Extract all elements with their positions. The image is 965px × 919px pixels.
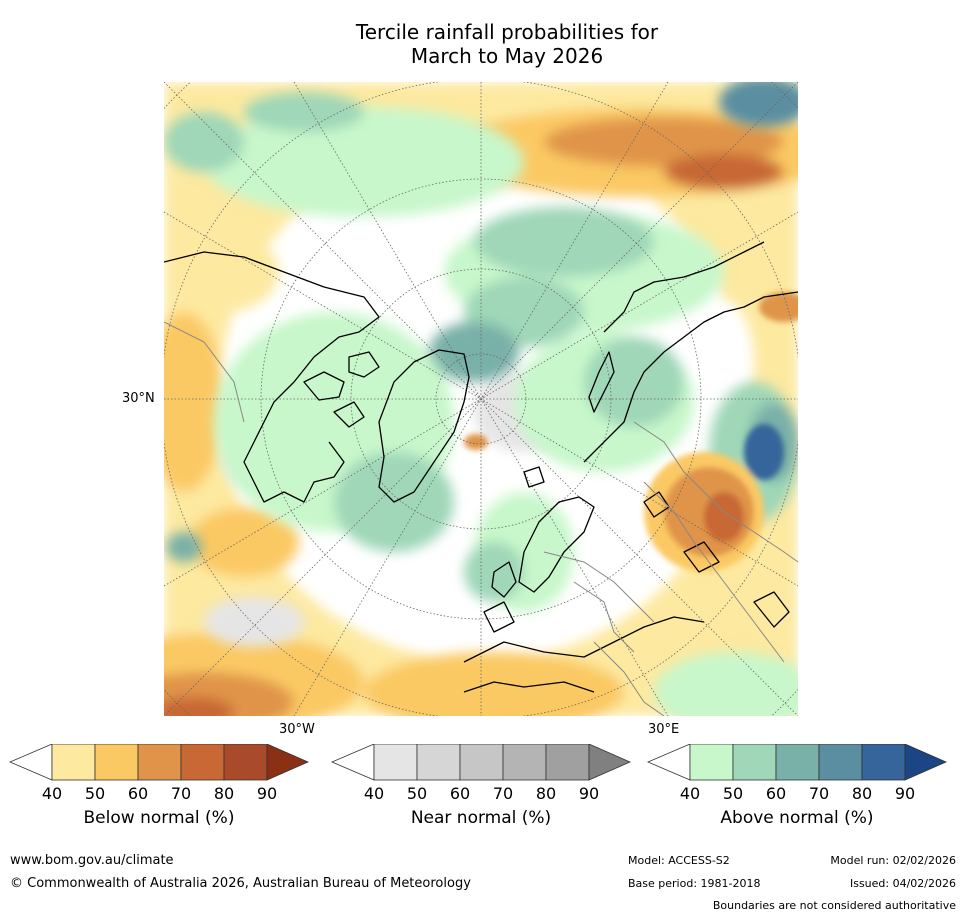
map-graphic bbox=[164, 82, 798, 716]
near-tick-40: 40 bbox=[363, 784, 385, 803]
colorbar-below-normal-graphic bbox=[9, 744, 309, 781]
map-title: Tercile rainfall probabilities for March… bbox=[0, 20, 965, 68]
below-tick-50: 50 bbox=[84, 784, 106, 803]
near-swatch-50 bbox=[416, 744, 461, 781]
above-tick-90: 90 bbox=[894, 784, 916, 803]
below-swatch-70 bbox=[180, 744, 225, 781]
below-normal-label: Below normal (%) bbox=[83, 808, 235, 828]
colorbar-below-normal: 40 50 60 70 80 90 Below normal (%) bbox=[9, 744, 309, 854]
near-tick-50: 50 bbox=[406, 784, 428, 803]
above-swatch-60 bbox=[775, 744, 820, 781]
colorbar-above-normal: 40 50 60 70 80 90 Above normal (%) bbox=[647, 744, 947, 854]
below-tick-60: 60 bbox=[127, 784, 149, 803]
below-swatch-high bbox=[266, 744, 309, 781]
below-swatch-60 bbox=[137, 744, 182, 781]
near-tick-70: 70 bbox=[492, 784, 514, 803]
near-tick-60: 60 bbox=[449, 784, 471, 803]
base-period: Base period: 1981-2018 bbox=[628, 877, 761, 890]
probability-map bbox=[164, 82, 798, 716]
colorbar-near-normal: 40 50 60 70 80 90 Near normal (%) bbox=[331, 744, 631, 854]
above-swatch-80 bbox=[861, 744, 906, 781]
near-swatch-80 bbox=[545, 744, 590, 781]
colorbar-above-normal-graphic bbox=[647, 744, 947, 781]
above-tick-40: 40 bbox=[679, 784, 701, 803]
model-name: Model: ACCESS-S2 bbox=[628, 854, 730, 867]
graticule bbox=[164, 82, 798, 716]
above-swatch-low bbox=[647, 744, 691, 781]
above-tick-50: 50 bbox=[722, 784, 744, 803]
above-tick-60: 60 bbox=[765, 784, 787, 803]
near-swatch-40 bbox=[373, 744, 418, 781]
lon-label-30w: 30°W bbox=[279, 722, 315, 737]
below-swatch-low bbox=[9, 744, 53, 781]
website-link[interactable]: www.bom.gov.au/climate bbox=[10, 853, 174, 868]
lon-label-30e: 30°E bbox=[648, 722, 680, 737]
above-tick-70: 70 bbox=[808, 784, 830, 803]
near-tick-80: 80 bbox=[535, 784, 557, 803]
above-tick-80: 80 bbox=[851, 784, 873, 803]
near-tick-90: 90 bbox=[578, 784, 600, 803]
below-swatch-40 bbox=[51, 744, 96, 781]
near-swatch-70 bbox=[502, 744, 547, 781]
title-line-2: March to May 2026 bbox=[410, 44, 604, 68]
country-boundaries bbox=[164, 321, 798, 716]
below-tick-70: 70 bbox=[170, 784, 192, 803]
colorbar-near-normal-graphic bbox=[331, 744, 631, 781]
coastlines bbox=[164, 241, 798, 693]
above-swatch-50 bbox=[732, 744, 777, 781]
model-run-date: Model run: 02/02/2026 bbox=[830, 854, 956, 867]
below-tick-90: 90 bbox=[256, 784, 278, 803]
below-swatch-80 bbox=[223, 744, 268, 781]
near-swatch-60 bbox=[459, 744, 504, 781]
title-line-1: Tercile rainfall probabilities for bbox=[355, 20, 659, 44]
above-normal-label: Above normal (%) bbox=[720, 808, 874, 828]
below-normal-core bbox=[464, 292, 798, 572]
issued-date: Issued: 04/02/2026 bbox=[849, 877, 956, 890]
above-swatch-40 bbox=[689, 744, 734, 781]
copyright-text: © Commonwealth of Australia 2026, Austra… bbox=[10, 876, 471, 891]
above-swatch-70 bbox=[818, 744, 863, 781]
above-swatch-high bbox=[904, 744, 947, 781]
near-swatch-low bbox=[331, 744, 375, 781]
near-swatch-high bbox=[588, 744, 631, 781]
below-tick-80: 80 bbox=[213, 784, 235, 803]
below-tick-40: 40 bbox=[41, 784, 63, 803]
near-normal-label: Near normal (%) bbox=[410, 808, 552, 828]
boundaries-disclaimer: Boundaries are not considered authoritat… bbox=[712, 899, 956, 912]
lat-label-30n: 30°N bbox=[122, 391, 155, 406]
below-swatch-50 bbox=[94, 744, 139, 781]
